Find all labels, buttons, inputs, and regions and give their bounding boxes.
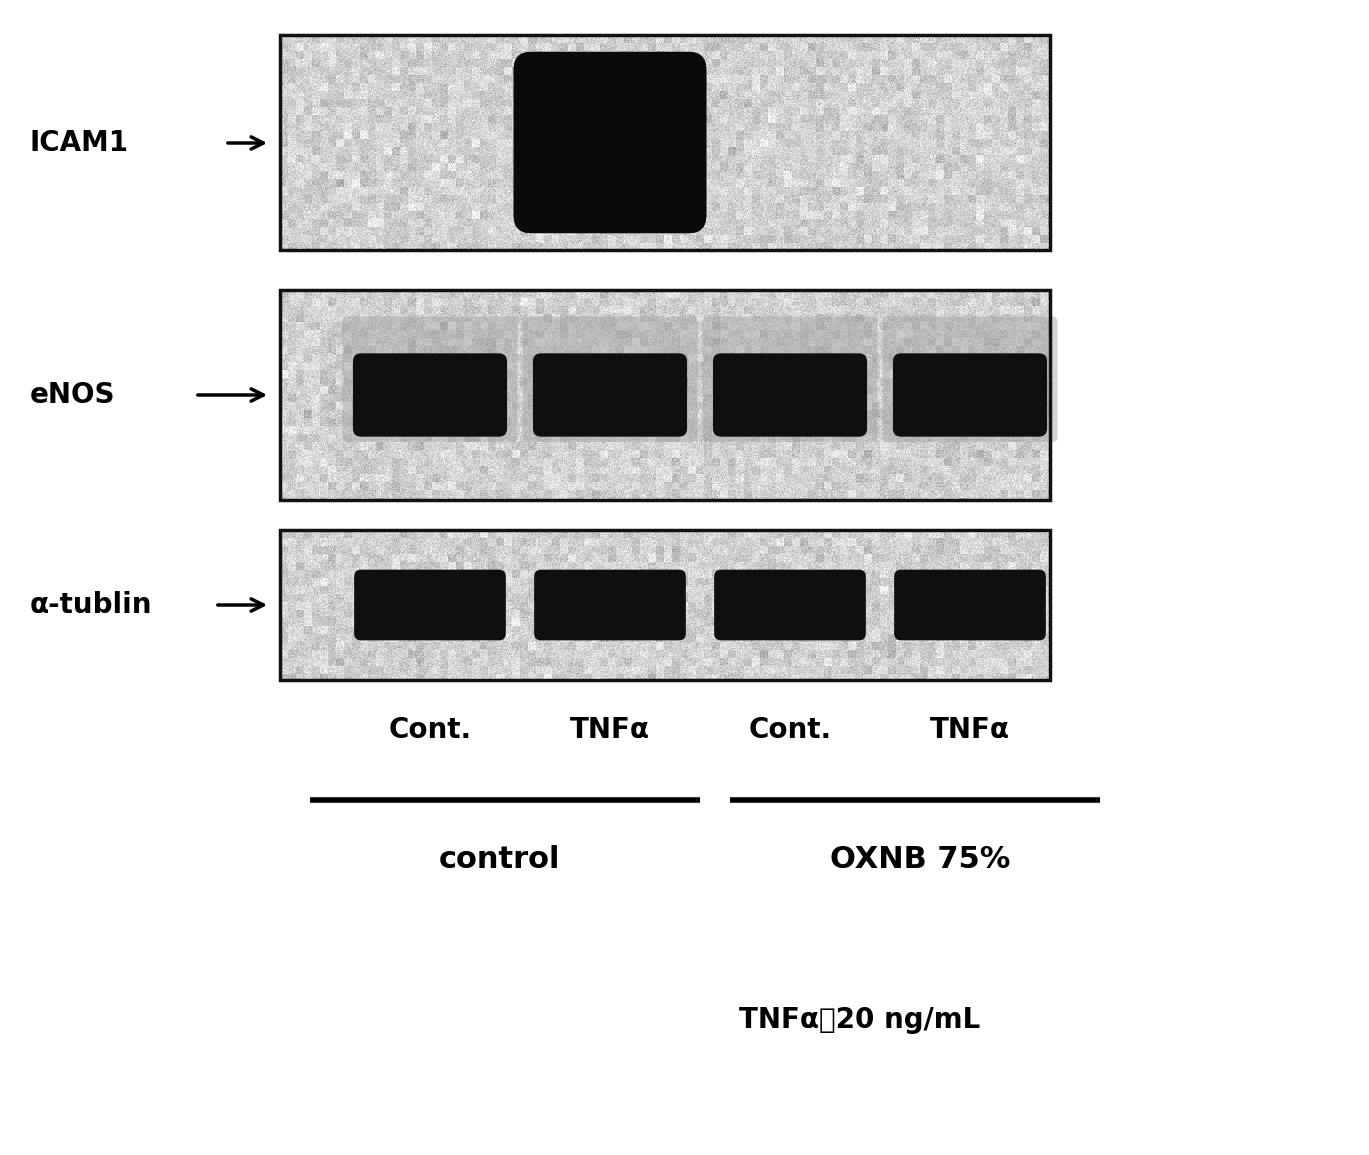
FancyBboxPatch shape bbox=[513, 52, 706, 233]
Text: TNFα: TNFα bbox=[930, 716, 1010, 744]
FancyBboxPatch shape bbox=[355, 569, 505, 640]
FancyBboxPatch shape bbox=[715, 569, 865, 640]
Bar bbox=[281, 35, 1050, 249]
Bar bbox=[281, 530, 1050, 680]
Text: OXNB 75%: OXNB 75% bbox=[830, 845, 1010, 874]
FancyBboxPatch shape bbox=[534, 569, 686, 640]
FancyBboxPatch shape bbox=[883, 316, 1057, 442]
Bar bbox=[281, 290, 1050, 500]
Text: eNOS: eNOS bbox=[30, 381, 115, 409]
Text: Cont.: Cont. bbox=[749, 716, 831, 744]
FancyBboxPatch shape bbox=[513, 52, 706, 233]
FancyBboxPatch shape bbox=[342, 316, 517, 442]
Text: TNFα：20 ng/mL: TNFα：20 ng/mL bbox=[739, 1006, 980, 1034]
Text: α-tublin: α-tublin bbox=[30, 591, 152, 619]
Text: control: control bbox=[439, 845, 561, 874]
FancyBboxPatch shape bbox=[894, 569, 1046, 640]
FancyBboxPatch shape bbox=[713, 353, 867, 437]
FancyBboxPatch shape bbox=[353, 353, 507, 437]
Text: ICAM1: ICAM1 bbox=[30, 129, 129, 157]
FancyBboxPatch shape bbox=[893, 353, 1047, 437]
FancyBboxPatch shape bbox=[533, 353, 687, 437]
Text: Cont.: Cont. bbox=[389, 716, 471, 744]
FancyBboxPatch shape bbox=[516, 57, 704, 229]
FancyBboxPatch shape bbox=[523, 316, 697, 442]
Text: TNFα: TNFα bbox=[570, 716, 650, 744]
FancyBboxPatch shape bbox=[702, 316, 878, 442]
